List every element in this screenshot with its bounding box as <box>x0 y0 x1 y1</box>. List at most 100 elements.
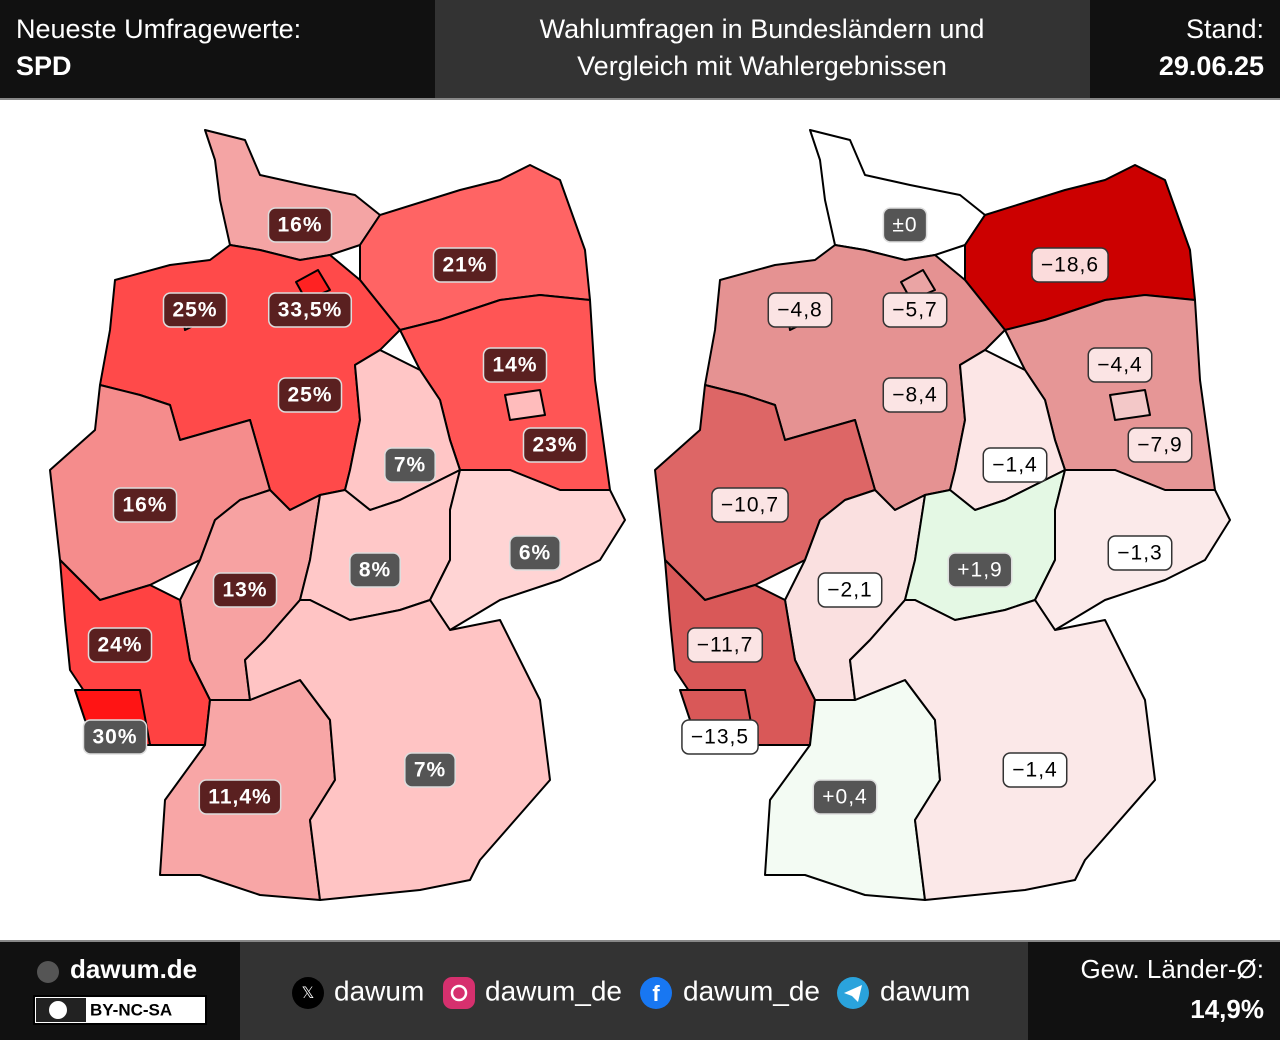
average: 14,9% <box>1190 994 1264 1024</box>
region-label: 6% <box>519 542 551 565</box>
average-label: Gew. Länder-Ø: <box>1080 954 1264 984</box>
license: BY-NC-SA <box>90 1000 172 1019</box>
region-label: −13,5 <box>691 726 749 749</box>
label-box <box>404 752 456 788</box>
poll-map: 16% 21% 25% 33,5% 25% 23% 14% 7% 16% 13% 8% 6% 24% 30… <box>49 129 626 901</box>
region-label: −10,7 <box>721 494 779 517</box>
facebook-icon <box>640 977 672 1009</box>
label-box <box>349 552 401 588</box>
telegram-glyph <box>844 985 862 1002</box>
region-label: 30% <box>92 726 137 749</box>
region-label: −1,4 <box>992 454 1037 477</box>
label-box <box>87 627 153 663</box>
label-box <box>212 572 278 608</box>
region-label: 16% <box>277 214 322 237</box>
region <box>849 599 1156 901</box>
label-box <box>277 377 343 413</box>
label-box <box>947 552 1013 588</box>
label-box <box>384 447 436 483</box>
region-label: −5,7 <box>892 299 937 322</box>
x-icon <box>292 977 324 1009</box>
label-box <box>1031 247 1109 283</box>
region-label: +1,9 <box>957 559 1002 582</box>
region-label: 33,5% <box>278 299 343 322</box>
region-label: 24% <box>97 634 142 657</box>
header-right <box>1090 0 1280 98</box>
label-box <box>522 427 588 463</box>
region-label: 7% <box>394 454 426 477</box>
header-center <box>435 0 1090 98</box>
region-label: 21% <box>442 254 487 277</box>
footer-center <box>240 942 1028 1040</box>
header-left <box>0 0 435 98</box>
label-box <box>162 292 228 328</box>
header-left-title: Neueste Umfragewerte: <box>16 14 301 44</box>
region-label: −2,1 <box>827 579 872 602</box>
cc-icon <box>47 999 69 1021</box>
region-label: ±0 <box>892 214 917 237</box>
region-label: −1,4 <box>1012 759 1057 782</box>
region-label: 13% <box>222 579 267 602</box>
social-handle[interactable]: dawum_de <box>683 975 820 1006</box>
region-label: 25% <box>287 384 332 407</box>
site[interactable]: dawum.de <box>70 954 197 984</box>
region-label: −4,8 <box>777 299 822 322</box>
date: 29.06.25 <box>1159 51 1264 81</box>
label-box <box>882 207 928 243</box>
label-box <box>432 247 498 283</box>
label-box <box>82 719 148 755</box>
label-box <box>711 487 789 523</box>
region-label: 7% <box>414 759 446 782</box>
label-box <box>482 347 548 383</box>
region <box>1109 389 1151 421</box>
region-label: 23% <box>532 434 577 457</box>
social-handle[interactable]: dawum_de <box>485 975 622 1006</box>
social-handle[interactable]: dawum <box>334 975 424 1006</box>
label-box <box>686 627 764 663</box>
region-label: −7,9 <box>1137 434 1182 457</box>
label-box <box>882 292 948 328</box>
instagram-glyph <box>450 984 468 1002</box>
region <box>244 599 551 901</box>
footer-right <box>1028 942 1280 1040</box>
region <box>504 389 546 421</box>
label-box <box>1127 427 1193 463</box>
label-box <box>509 535 561 571</box>
label-box <box>1107 535 1173 571</box>
label-box <box>267 207 333 243</box>
label-box <box>817 572 883 608</box>
social-handle[interactable]: dawum <box>880 975 970 1006</box>
region <box>809 129 986 261</box>
region-label: +0,4 <box>822 786 867 809</box>
region-label: 14% <box>492 354 537 377</box>
instagram-icon <box>443 977 475 1009</box>
region-label: −18,6 <box>1041 254 1099 277</box>
region-label: 11,4% <box>208 786 271 809</box>
label-box <box>767 292 833 328</box>
region-label: −11,7 <box>697 634 754 657</box>
region-label: 8% <box>359 559 391 582</box>
stand-label: Stand: <box>1186 14 1264 44</box>
label-box <box>812 779 878 815</box>
header-title: Wahlumfragen in Bundesländern und <box>540 14 985 44</box>
logo-icon <box>37 961 59 983</box>
region-label: 25% <box>172 299 217 322</box>
region-label: 16% <box>122 494 167 517</box>
label-box <box>1087 347 1153 383</box>
x-icon-glyph: 𝕏 <box>302 985 315 1002</box>
label-box <box>267 292 353 328</box>
region-label: −1,3 <box>1117 542 1162 565</box>
label-box <box>112 487 178 523</box>
label-box <box>882 377 948 413</box>
region-label: −4,4 <box>1097 354 1142 377</box>
label-box <box>198 779 282 815</box>
maps: 16% 21% 25% 33,5% 25% 23% 14% 7% 16% 13% 8% 6% 24% 30… <box>49 129 1231 901</box>
label-box <box>982 447 1048 483</box>
region <box>204 129 381 261</box>
party: SPD <box>16 51 72 81</box>
region-label: −8,4 <box>892 384 937 407</box>
facebook-glyph: f <box>652 981 660 1006</box>
change-map: ±0 −18,6 −8,4 −5,7 −4,8 −7,9 −4,4 −1,4 −10,7 −2,1… <box>654 129 1231 901</box>
label-box <box>681 719 759 755</box>
